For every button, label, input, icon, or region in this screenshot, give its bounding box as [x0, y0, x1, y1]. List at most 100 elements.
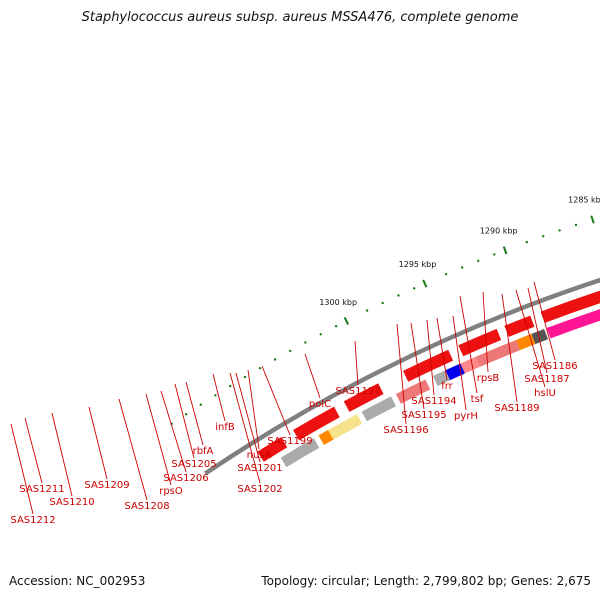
scale-dot [542, 235, 545, 238]
scale-dot [413, 287, 416, 290]
scale-dot [397, 294, 400, 297]
scale-dot [525, 240, 528, 244]
cog-block [318, 430, 334, 445]
gene-label: SAS1212 [10, 515, 55, 526]
gene-leader-line [185, 381, 204, 446]
gene-label: SAS1210 [49, 497, 94, 508]
scale-label: 1285 kbp [568, 195, 600, 204]
topology-text: Topology: circular; Length: 2,799,802 bp… [261, 574, 591, 588]
scale-dot [199, 403, 202, 406]
gene-leader-line [482, 291, 489, 373]
gene-leader-line [261, 365, 291, 436]
gene-label: infB [215, 422, 235, 433]
gene-leader-line [452, 315, 467, 411]
cog-block [361, 396, 396, 422]
cog-block [546, 309, 600, 339]
accession-text: Accession: NC_002953 [9, 574, 146, 588]
scale-dot [477, 259, 480, 263]
scale-dot [381, 301, 384, 305]
gene-leader-line [247, 369, 260, 450]
scale-dot [185, 413, 188, 416]
gene-label: polC [309, 399, 331, 410]
gene-leader-line [10, 423, 34, 515]
gene-leader-line [396, 323, 407, 425]
scale-dot [574, 223, 578, 227]
gene-label: SAS1209 [84, 480, 129, 491]
cog-block [432, 370, 450, 386]
cog-block [516, 333, 536, 351]
gene-label: rpsO [159, 486, 183, 497]
gene-label: SAS1194 [411, 396, 456, 407]
gene-leader-line [174, 383, 195, 459]
gene-leader-line [212, 373, 226, 422]
gene-label: SAS1206 [163, 473, 208, 484]
scale-dot [289, 349, 292, 353]
gene-arrow [504, 315, 535, 337]
gene-leader-line [304, 353, 321, 399]
gene-label: SAS1196 [383, 425, 428, 436]
scale-major-tick [422, 279, 428, 288]
gene-arrow [458, 328, 502, 357]
cog-block [460, 356, 480, 374]
gene-leader-line [410, 322, 425, 410]
scale-dot [229, 384, 232, 388]
gene-label: tsf [471, 394, 484, 405]
scale-major-tick [502, 246, 508, 255]
gene-label: SAS1208 [124, 501, 169, 512]
scale-dot [365, 309, 369, 312]
gene-label: SAS1211 [19, 484, 64, 495]
gene-label: hslU [534, 388, 556, 399]
gene-leader-line [118, 398, 148, 501]
gene-label: rbfA [193, 446, 214, 457]
genome-backbone [204, 277, 600, 476]
scale-dot [258, 367, 262, 370]
cog-block [445, 363, 465, 381]
gene-label: SAS1202 [237, 484, 282, 495]
cog-block [328, 414, 363, 440]
gene-leader-line [436, 317, 448, 381]
gene-label: SAS1187 [524, 374, 569, 385]
gene-arrow [257, 437, 288, 462]
gene-label: pyrH [454, 411, 478, 422]
scale-dot [273, 358, 277, 361]
scale-label: 1290 kbp [480, 227, 518, 236]
gene-leader-line [229, 372, 261, 484]
gene-label: SAS1195 [401, 410, 446, 421]
gene-arrow [402, 349, 454, 382]
scale-dot [214, 394, 217, 397]
gene-leader-line [160, 390, 187, 473]
scale-dot [243, 375, 247, 379]
gene-label: SAS1205 [171, 459, 216, 470]
scale-dot [334, 325, 338, 328]
gene-arrow [293, 406, 340, 441]
scale-dot [444, 273, 448, 276]
gene-leader-line [51, 412, 73, 497]
gene-label: nusA [247, 450, 272, 461]
scale-dot [558, 229, 561, 232]
gene-leader-line [354, 340, 359, 386]
gene-leader-line [426, 319, 435, 396]
cog-block [395, 379, 431, 404]
cog-block [531, 329, 549, 345]
scale-dot [460, 266, 464, 269]
gene-arrow [343, 383, 384, 412]
gene-leader-line [515, 289, 546, 388]
scale-dot [304, 341, 307, 344]
gene-leader-line [527, 287, 548, 374]
scale-dot [493, 253, 496, 256]
gene-leader-line [88, 406, 108, 480]
scale-label: 1300 kbp [319, 298, 357, 307]
gene-label: SAS1199 [267, 436, 312, 447]
cog-block [475, 339, 521, 367]
scale-label: 1295 kbp [399, 260, 437, 269]
gene-leader-line [459, 295, 478, 394]
gene-label: rpsB [477, 373, 500, 384]
gene-label: SAS1197 [335, 386, 380, 397]
gene-label: frr [441, 381, 453, 392]
map-title: Staphylococcus aureus subsp. aureus MSSA… [81, 10, 519, 25]
gene-leader-line [24, 417, 43, 484]
scale-major-tick [343, 316, 350, 325]
gene-arrow [540, 290, 600, 323]
gene-label: SAS1189 [494, 403, 539, 414]
